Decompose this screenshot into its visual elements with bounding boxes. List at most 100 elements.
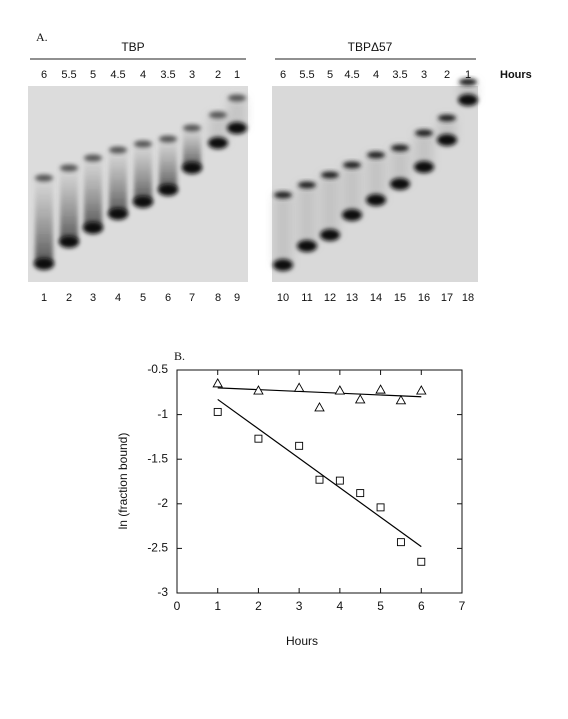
band — [59, 236, 79, 248]
smear — [343, 165, 361, 215]
x-tick-label: 2 — [255, 599, 262, 613]
lane-hours: 4.5 — [110, 69, 125, 81]
triangle-marker — [293, 382, 305, 392]
lane-hours: 1 — [234, 69, 240, 81]
smear — [321, 175, 339, 235]
band — [367, 151, 385, 159]
triangle-marker — [354, 394, 366, 404]
x-tick-label: 7 — [459, 599, 466, 613]
lane-number: 3 — [90, 292, 96, 304]
band — [227, 122, 247, 134]
lane-hours: 3.5 — [160, 69, 175, 81]
band — [343, 161, 361, 169]
band — [35, 174, 53, 182]
lane-number: 17 — [441, 292, 453, 304]
band — [83, 222, 103, 234]
band — [159, 135, 177, 143]
x-tick-label: 6 — [418, 599, 425, 613]
band — [183, 124, 201, 132]
band — [158, 184, 178, 196]
smear — [274, 195, 292, 265]
smear — [84, 158, 102, 228]
lane-number: 10 — [277, 292, 289, 304]
lane-number: 15 — [394, 292, 406, 304]
lane-hours: 5 — [90, 69, 96, 81]
lane-hours: 4.5 — [344, 69, 359, 81]
band — [108, 208, 128, 220]
band — [228, 94, 246, 102]
band — [321, 171, 339, 179]
square-marker — [315, 475, 324, 484]
smear — [35, 178, 53, 264]
gel-bands — [34, 78, 478, 271]
square-marker — [213, 407, 222, 416]
gel-title: TBP — [121, 40, 144, 54]
square-marker — [376, 503, 385, 512]
y-tick-label: -3 — [157, 585, 168, 599]
square-marker — [396, 538, 405, 547]
lane-number: 16 — [418, 292, 430, 304]
band — [459, 78, 477, 86]
band — [133, 196, 153, 208]
y-tick-label: -0.5 — [147, 362, 168, 376]
smear — [367, 155, 385, 200]
x-tick-label: 3 — [296, 599, 303, 613]
band — [208, 137, 228, 149]
band — [60, 164, 78, 172]
lane-number: 12 — [324, 292, 336, 304]
band — [415, 129, 433, 137]
triangle-marker — [212, 377, 223, 388]
triangle-marker — [395, 394, 407, 405]
hours-label: Hours — [500, 69, 532, 81]
lane-number: 7 — [189, 292, 195, 304]
y-tick-label: -1 — [157, 407, 168, 421]
lane-number: 14 — [370, 292, 382, 304]
triangle-marker — [375, 384, 386, 394]
lane-number: 8 — [215, 292, 221, 304]
smear — [298, 185, 316, 246]
lane-hours: 2 — [444, 69, 450, 81]
y-tick-label: -2.5 — [147, 541, 168, 555]
band — [414, 161, 434, 173]
band — [298, 181, 316, 189]
smear — [60, 168, 78, 242]
triangle-marker — [416, 385, 427, 395]
band — [366, 194, 386, 206]
x-tick-label: 5 — [377, 599, 384, 613]
y-tick-label: -1.5 — [147, 451, 168, 465]
lane-hours: 1 — [465, 69, 471, 81]
band — [109, 146, 127, 154]
smear — [415, 133, 433, 167]
lane-number: 5 — [140, 292, 146, 304]
lane-number: 4 — [115, 292, 121, 304]
smear — [438, 118, 456, 140]
band — [297, 240, 317, 252]
lane-hours: 3.5 — [392, 69, 407, 81]
panel-label: B. — [174, 349, 185, 363]
square-marker — [335, 476, 344, 485]
band — [391, 144, 409, 152]
lane-hours: 5 — [327, 69, 333, 81]
smear — [183, 128, 201, 168]
square-marker — [254, 434, 263, 443]
y-tick-label: -2 — [157, 496, 168, 510]
triangle-marker — [253, 385, 264, 395]
band — [342, 209, 362, 221]
band — [320, 229, 340, 241]
lane-number: 2 — [66, 292, 72, 304]
smear — [228, 98, 246, 128]
band — [182, 162, 202, 174]
smear — [209, 115, 227, 143]
lane-hours: 5.5 — [61, 69, 76, 81]
smear — [109, 150, 127, 214]
band — [274, 191, 292, 199]
lane-hours: 4 — [373, 69, 379, 81]
band — [390, 178, 410, 190]
lane-hours: 5.5 — [299, 69, 314, 81]
triangle-marker — [314, 402, 325, 412]
lane-hours: 6 — [41, 69, 47, 81]
lane-hours: 2 — [215, 69, 221, 81]
lane-number: 1 — [41, 292, 47, 304]
x-tick-label: 0 — [174, 599, 181, 613]
